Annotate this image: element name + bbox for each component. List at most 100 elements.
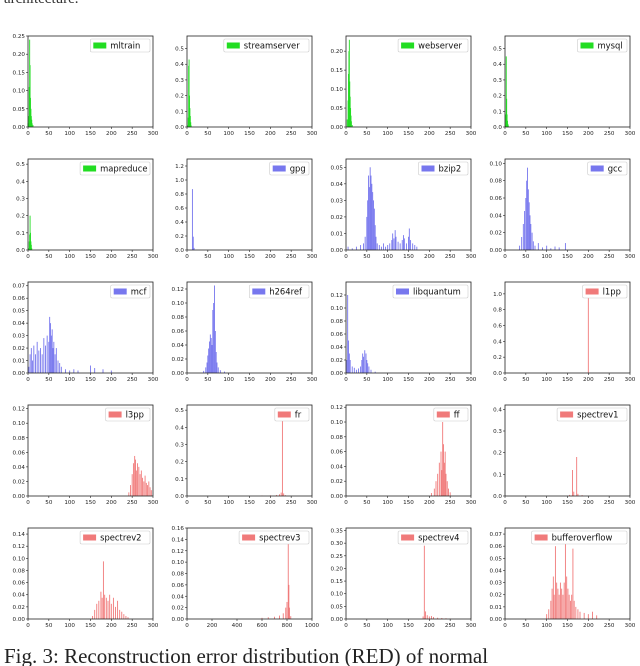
bar-bufferoverflow-15 xyxy=(566,576,568,619)
x-tick-label: 50 xyxy=(363,377,371,383)
histogram-fr: 0 50 100 150 200 250 300 0.0 0.1 0.2 0.3 0.4 0.5 fr xyxy=(175,404,318,506)
bar-h264ref-15 xyxy=(217,367,219,373)
x-tick-label: 150 xyxy=(85,623,96,629)
y-tick-label: 0.1 xyxy=(175,109,184,115)
y-tick-label: 0.03 xyxy=(331,198,344,204)
bar-gcc-5 xyxy=(526,180,528,250)
y-tick-label: 0.06 xyxy=(13,450,26,456)
bar-mcf-6 xyxy=(36,341,38,373)
x-tick-label: 200 xyxy=(106,131,117,137)
bar-bufferoverflow-17 xyxy=(568,594,570,619)
x-tick-label: 150 xyxy=(562,377,573,383)
bar-h264ref-7 xyxy=(210,338,212,373)
x-tick-label: 50 xyxy=(45,131,53,137)
x-tick-label: 800 xyxy=(282,623,293,629)
bar-h264ref-0 xyxy=(203,370,205,373)
bar-mcf-2 xyxy=(30,348,32,373)
x-tick-label: 200 xyxy=(106,377,117,383)
bar-h264ref-12 xyxy=(214,331,216,373)
bar-bufferoverflow-5 xyxy=(553,594,555,619)
x-tick-label: 150 xyxy=(244,377,255,383)
bar-mcf-10 xyxy=(43,338,45,373)
x-tick-label: 0 xyxy=(185,500,189,506)
bar-bufferoverflow-13 xyxy=(563,582,565,619)
x-tick-label: 50 xyxy=(204,131,212,137)
y-tick-label: 0.01 xyxy=(331,231,344,237)
bar-l3pp-3 xyxy=(132,463,134,496)
y-tick-label: 0.10 xyxy=(172,560,185,566)
legend xyxy=(397,38,469,53)
x-tick-label: 0 xyxy=(344,500,348,506)
y-tick-label: 0.10 xyxy=(490,161,503,167)
x-tick-label: 100 xyxy=(541,500,552,506)
bar-gpg-1 xyxy=(192,236,194,250)
bar-gcc-2 xyxy=(522,224,524,250)
x-tick-label: 200 xyxy=(424,623,435,629)
y-tick-label: 0.00 xyxy=(490,248,503,254)
x-tick-label: 200 xyxy=(583,377,594,383)
bar-bufferoverflow-26 xyxy=(587,614,589,619)
histogram-gcc: 0 50 100 150 200 250 300 0.00 0.02 0.04 0.06 0.08 0.… xyxy=(490,158,636,260)
y-tick-label: 0.02 xyxy=(172,357,184,363)
bar-mcf-0 xyxy=(28,366,30,373)
x-tick-label: 250 xyxy=(604,131,615,137)
bar-fr-6 xyxy=(283,493,285,496)
x-tick-label: 250 xyxy=(127,377,138,383)
bar-mcf-18 xyxy=(52,348,54,373)
bar-ff-8 xyxy=(443,444,444,496)
x-tick-label: 0 xyxy=(503,254,507,260)
bar-h264ref-2 xyxy=(206,362,208,373)
bar-bzip2-17 xyxy=(375,236,377,250)
y-tick-label: 0.25 xyxy=(331,554,344,560)
y-tick-label: 0.00 xyxy=(172,371,185,377)
bar-bzip2-0 xyxy=(347,246,349,250)
bar-mcf-4 xyxy=(33,345,35,373)
y-tick-label: 0.02 xyxy=(490,231,502,237)
x-tick-label: 50 xyxy=(45,500,53,506)
histogram-spectrev1: 0 50 100 150 200 250 300 0.0 0.1 0.2 0.3 0.4 spectre… xyxy=(493,404,636,506)
bar-bzip2-8 xyxy=(368,175,369,250)
y-tick-label: 0.08 xyxy=(13,568,26,574)
y-tick-label: 0.12 xyxy=(13,407,25,413)
legend-swatch xyxy=(401,42,415,49)
y-tick-label: 0.20 xyxy=(13,52,26,58)
y-tick-label: 0.4 xyxy=(175,220,184,226)
bar-mcf-19 xyxy=(53,341,55,373)
bar-spectrev4-3 xyxy=(426,615,428,619)
x-tick-label: 150 xyxy=(562,500,573,506)
bar-mcf-1 xyxy=(29,354,31,373)
legend-swatch xyxy=(113,288,127,295)
y-tick-label: 0.02 xyxy=(172,606,184,612)
y-tick-label: 0.2 xyxy=(493,94,502,100)
y-tick-label: 0.03 xyxy=(13,334,26,340)
bar-bzip2-35 xyxy=(405,243,407,250)
bar-ff-13 xyxy=(448,488,449,496)
x-tick-label: 300 xyxy=(466,131,477,137)
legend-label: bzip2 xyxy=(439,164,462,174)
bar-libquantum-14 xyxy=(365,353,367,373)
histogram-libquantum: 0 50 100 150 200 250 300 0.00 0.02 0.04 0.06 0.08 0.… xyxy=(331,281,477,383)
y-tick-label: 0.2 xyxy=(493,355,502,361)
bar-spectrev2-6 xyxy=(102,561,104,619)
x-tick-label: 100 xyxy=(64,377,75,383)
x-tick-label: 300 xyxy=(148,131,159,137)
bar-spectrev2-15 xyxy=(119,609,121,619)
bar-bzip2-9 xyxy=(368,187,370,250)
bar-libquantum-1 xyxy=(347,295,349,373)
legend-swatch xyxy=(401,534,415,541)
bar-bufferoverflow-28 xyxy=(596,615,598,619)
bar-h264ref-10 xyxy=(213,303,215,373)
legend-label: gcc xyxy=(608,164,623,174)
histogram-spectrev4: 0 50 100 150 200 250 300 0.00 0.05 0.10 0.15 0.20 0.… xyxy=(331,527,477,629)
y-tick-label: 0.05 xyxy=(331,604,344,610)
bar-spectrev2-12 xyxy=(112,597,114,619)
bar-ff-2 xyxy=(435,481,437,496)
legend-label: mltrain xyxy=(110,41,140,51)
bar-ff-1 xyxy=(433,488,435,496)
bar-spectrev1-0 xyxy=(569,494,571,496)
y-tick-label: 0.08 xyxy=(490,179,503,185)
bar-spectrev4-1 xyxy=(423,545,425,619)
bar-spectrev2-1 xyxy=(94,609,96,619)
bar-mcf-32 xyxy=(110,370,112,373)
y-tick-label: 0.04 xyxy=(331,182,344,188)
